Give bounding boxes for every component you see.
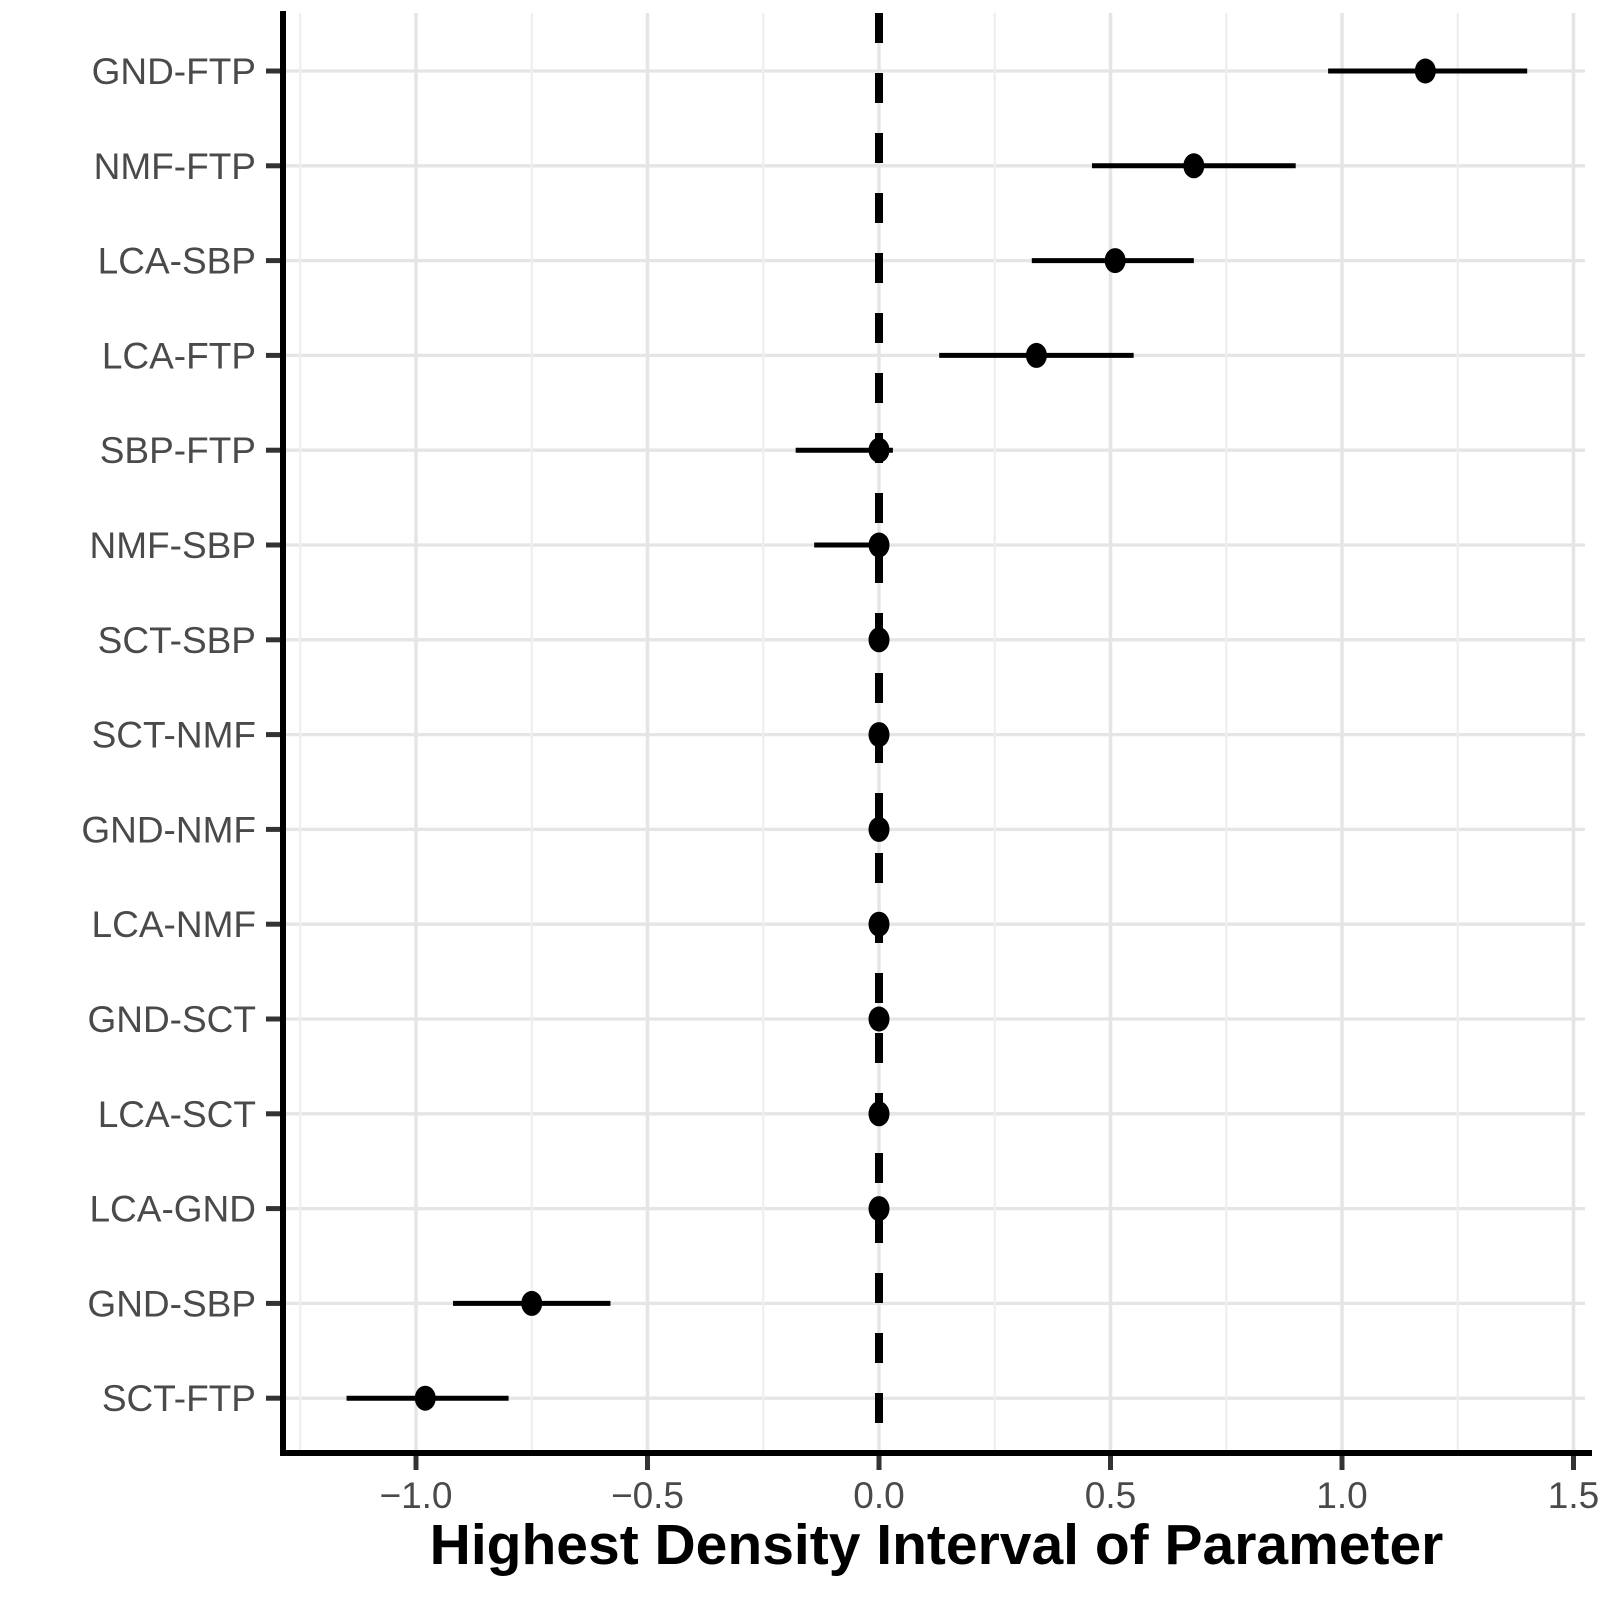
data-point — [521, 1290, 543, 1316]
y-axis-tick-label: LCA-SBP — [98, 241, 256, 282]
x-axis-tick-label: −1.0 — [379, 1475, 452, 1516]
x-axis-tick-label: 0.0 — [853, 1475, 904, 1516]
y-axis-tick-label: GND-SCT — [87, 999, 256, 1040]
data-point — [868, 1196, 890, 1222]
y-axis-tick-label: GND-NMF — [81, 809, 256, 850]
data-point — [868, 437, 890, 463]
y-axis-tick-label: GND-SBP — [87, 1283, 256, 1324]
x-axis-tick-label: 0.5 — [1085, 1475, 1136, 1516]
data-point — [1183, 153, 1205, 179]
data-point — [868, 627, 890, 653]
x-axis-tick-label: 1.5 — [1548, 1475, 1599, 1516]
data-point — [1025, 342, 1047, 368]
y-axis-tick-label: GND-FTP — [92, 51, 256, 92]
y-axis-tick-label: LCA-GND — [89, 1189, 256, 1230]
data-point — [1104, 248, 1126, 274]
data-point — [1414, 58, 1436, 84]
y-axis-tick-label: LCA-NMF — [92, 904, 256, 945]
data-point — [868, 722, 890, 748]
x-axis-tick-label: 1.0 — [1316, 1475, 1367, 1516]
x-axis-title: Highest Density Interval of Parameter — [429, 1513, 1444, 1577]
data-point — [868, 1101, 890, 1127]
data-point — [868, 532, 890, 558]
y-axis-tick-label: SBP-FTP — [100, 430, 256, 471]
y-axis-tick-label: SCT-NMF — [92, 715, 256, 756]
x-axis-tick-label: −0.5 — [611, 1475, 684, 1516]
y-axis-tick-label: NMF-SBP — [90, 525, 257, 566]
data-point — [868, 911, 890, 937]
y-axis-tick-label: SCT-FTP — [102, 1378, 256, 1419]
y-axis-tick-label: SCT-SBP — [98, 620, 256, 661]
y-axis-tick-label: LCA-FTP — [102, 335, 256, 376]
data-point — [414, 1385, 436, 1411]
y-axis-tick-label: NMF-FTP — [94, 146, 256, 187]
y-axis-tick-label: LCA-SCT — [98, 1094, 256, 1135]
data-point — [868, 816, 890, 842]
data-point — [868, 1006, 890, 1032]
